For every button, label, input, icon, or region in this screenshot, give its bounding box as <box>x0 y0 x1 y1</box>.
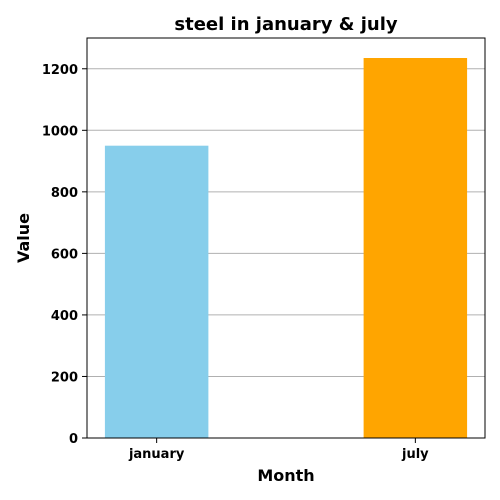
bars <box>104 58 468 438</box>
y-axis-label: Value <box>14 213 33 263</box>
x-tick-label: july <box>401 447 429 462</box>
chart-title: steel in january & july <box>174 14 398 35</box>
plot-frame <box>86 37 486 439</box>
x-axis-ticks: january july <box>128 438 429 462</box>
y-tick-label: 600 <box>51 247 78 262</box>
x-tick-label: january <box>128 447 185 462</box>
y-tick-label: 1000 <box>42 124 78 139</box>
y-axis-ticks: 0 200 400 600 800 1000 1200 <box>42 63 87 447</box>
y-tick-label: 1200 <box>42 63 78 78</box>
y-tick-label: 0 <box>69 432 78 447</box>
y-tick-label: 400 <box>51 309 78 324</box>
y-tick-label: 200 <box>51 370 78 385</box>
y-tick-label: 800 <box>51 186 78 201</box>
x-axis-label: Month <box>257 466 314 485</box>
bar-july <box>363 58 468 438</box>
bar-january <box>104 145 209 438</box>
